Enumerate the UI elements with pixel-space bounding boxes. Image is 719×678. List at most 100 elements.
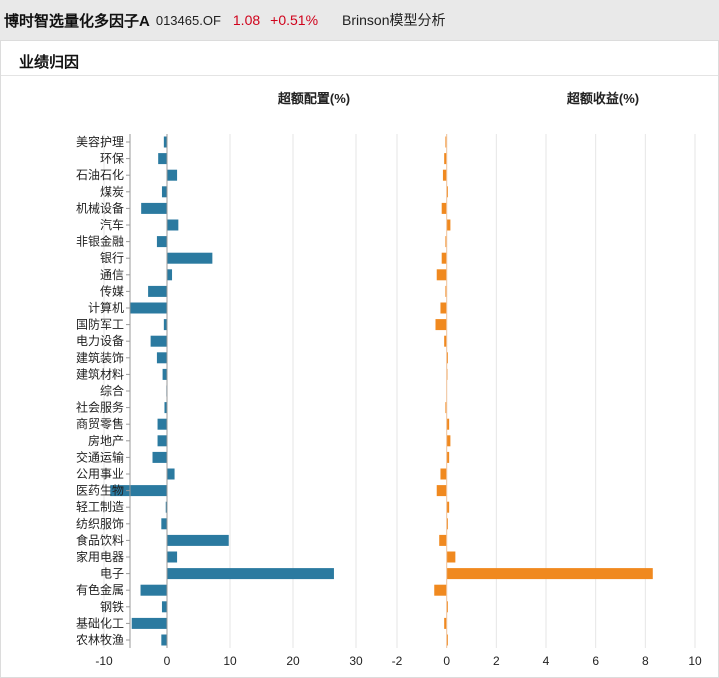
allocation-bar xyxy=(162,368,167,380)
category-label: 国防军工 xyxy=(76,317,124,332)
return-bar xyxy=(440,302,447,314)
return-bar xyxy=(442,169,447,181)
return-bar xyxy=(441,202,447,214)
allocation-bar xyxy=(167,568,334,580)
category-label: 美容护理 xyxy=(76,134,124,149)
category-label: 基础化工 xyxy=(76,616,124,630)
category-label: 交通运输 xyxy=(76,449,124,464)
return-bar xyxy=(436,269,447,281)
allocation-bar xyxy=(140,584,167,596)
allocation-tick-label: -10 xyxy=(95,654,113,668)
allocation-bar xyxy=(131,617,167,629)
allocation-bar xyxy=(164,402,167,414)
fund-price: 1.08 xyxy=(232,12,261,28)
return-bar xyxy=(446,568,653,580)
return-bar xyxy=(446,551,456,563)
return-bar xyxy=(434,584,447,596)
return-bar xyxy=(441,252,447,264)
category-label: 建筑材料 xyxy=(76,366,124,381)
return-tick-label: 4 xyxy=(543,654,550,668)
return-tick-label: 10 xyxy=(688,654,702,668)
category-label: 机械设备 xyxy=(76,200,124,215)
allocation-bar xyxy=(161,518,167,530)
allocation-tick-label: 20 xyxy=(286,654,300,668)
return-bar xyxy=(446,186,448,198)
allocation-bar xyxy=(157,418,167,430)
category-label: 公用事业 xyxy=(76,467,124,481)
return-chart-title: 超额收益(%) xyxy=(567,91,639,106)
return-bar xyxy=(446,518,448,530)
allocation-bar xyxy=(157,435,167,447)
allocation-bar xyxy=(130,302,167,314)
return-bar xyxy=(445,402,447,414)
category-label: 医药生物 xyxy=(76,484,124,498)
allocation-bar xyxy=(167,468,175,480)
return-bar xyxy=(435,319,447,331)
allocation-bar xyxy=(148,285,167,297)
category-label: 非银金融 xyxy=(76,234,124,249)
return-bar xyxy=(446,451,450,463)
category-label: 食品饮料 xyxy=(76,532,124,547)
allocation-bar xyxy=(152,451,167,463)
return-bar xyxy=(444,335,447,347)
category-label: 煤炭 xyxy=(100,185,124,199)
allocation-bar xyxy=(156,352,167,364)
allocation-bar xyxy=(165,501,167,513)
return-bar xyxy=(446,501,450,513)
allocation-bar xyxy=(156,236,167,248)
return-bar xyxy=(445,136,447,148)
category-label: 环保 xyxy=(100,152,124,166)
return-bar xyxy=(440,468,447,480)
brinson-analysis-link[interactable]: Brinson模型分析 xyxy=(342,12,446,28)
allocation-bar xyxy=(167,269,173,281)
return-tick-label: -2 xyxy=(392,654,403,668)
allocation-bar xyxy=(141,202,167,214)
return-bar xyxy=(444,153,447,165)
allocation-bar xyxy=(110,485,167,497)
category-label: 通信 xyxy=(100,268,124,282)
category-label: 社会服务 xyxy=(76,400,124,415)
allocation-bar xyxy=(161,634,167,646)
allocation-bar xyxy=(161,601,167,613)
allocation-tick-label: 10 xyxy=(223,654,237,668)
return-bar xyxy=(446,634,448,646)
allocation-bar xyxy=(150,335,167,347)
allocation-bar xyxy=(167,551,178,563)
category-label: 计算机 xyxy=(88,300,124,315)
return-bar xyxy=(446,435,451,447)
allocation-bar xyxy=(167,169,178,181)
category-label: 传媒 xyxy=(100,283,124,298)
return-tick-label: 6 xyxy=(592,654,599,668)
category-label: 综合 xyxy=(100,383,124,398)
return-bar xyxy=(446,601,448,613)
allocation-tick-label: 30 xyxy=(349,654,363,668)
return-tick-label: 0 xyxy=(443,654,450,668)
allocation-bar xyxy=(161,186,167,198)
category-label: 电子 xyxy=(100,567,124,581)
allocation-chart-title: 超额配置(%) xyxy=(278,91,350,106)
return-bar xyxy=(445,236,447,248)
fund-code: 013465.OF xyxy=(155,12,221,28)
fund-name: 博时智选量化多因子A xyxy=(4,12,150,30)
allocation-tick-label: 0 xyxy=(164,654,171,668)
category-label: 家用电器 xyxy=(76,549,124,564)
category-label: 纺织服饰 xyxy=(76,517,124,531)
category-label: 钢铁 xyxy=(100,600,124,614)
panel-divider xyxy=(1,75,718,76)
return-bar xyxy=(439,534,447,546)
category-label: 房地产 xyxy=(88,433,124,448)
return-tick-label: 2 xyxy=(493,654,500,668)
allocation-bar xyxy=(167,252,213,264)
category-label: 有色金属 xyxy=(76,582,124,597)
category-label: 银行 xyxy=(100,251,124,265)
panel-title: 业绩归因 xyxy=(19,54,80,71)
category-label: 电力设备 xyxy=(76,334,124,348)
category-label: 商贸零售 xyxy=(76,416,124,431)
allocation-bar xyxy=(163,319,167,331)
return-tick-label: 8 xyxy=(642,654,649,668)
category-label: 轻工制造 xyxy=(76,500,124,514)
allocation-bar xyxy=(158,153,167,165)
return-bar xyxy=(444,617,447,629)
return-bar xyxy=(446,418,450,430)
